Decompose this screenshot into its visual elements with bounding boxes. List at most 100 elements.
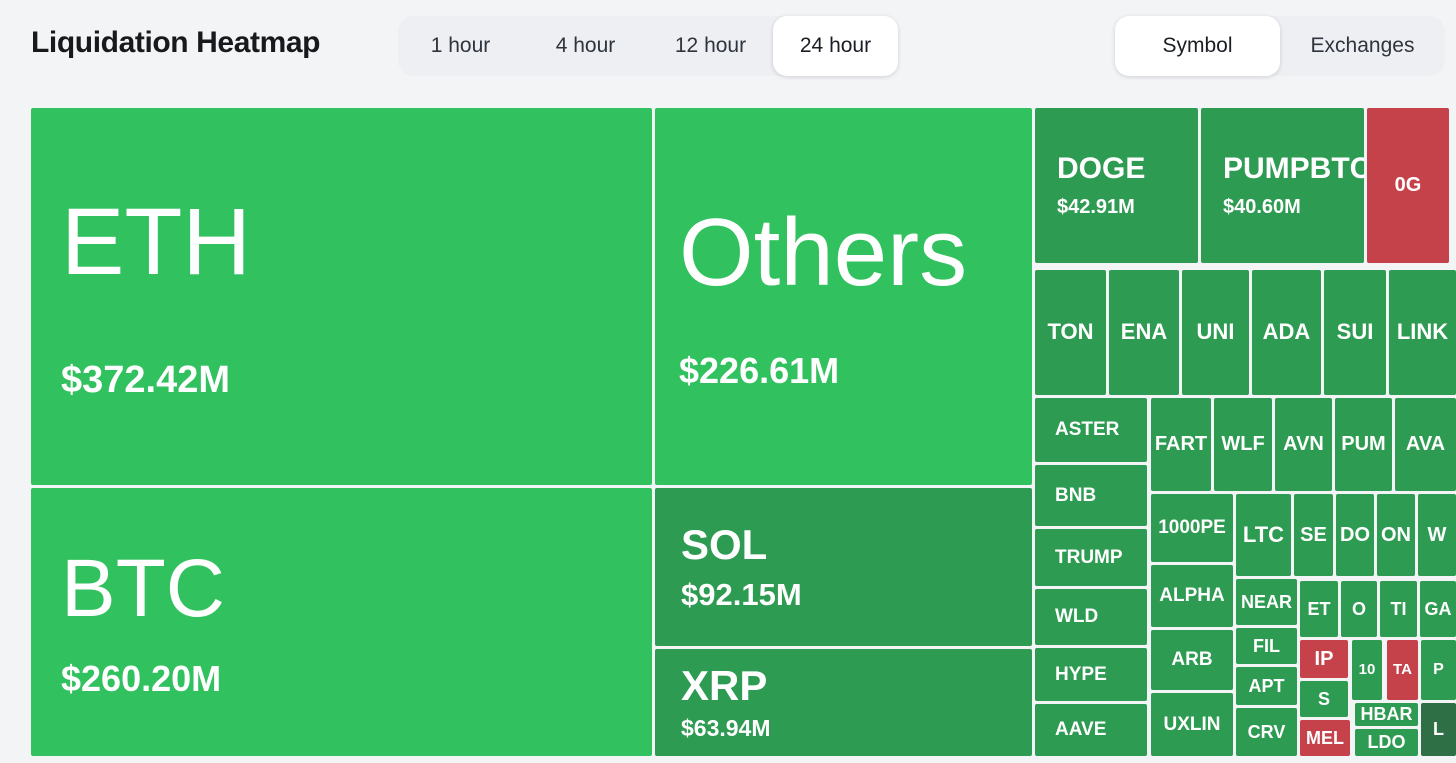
liquidation-treemap: ETH $372.42M BTC $260.20M Others $226.61M SOL $… <box>31 108 1456 756</box>
tile-symbol: TON <box>1047 319 1094 345</box>
treemap-tile-doge[interactable]: DOGE $42.91M <box>1035 108 1198 263</box>
tile-symbol: LDO <box>1367 732 1406 753</box>
tile-value: $40.60M <box>1223 195 1301 218</box>
treemap-tile-pumpbtc[interactable]: PUMPBTC $40.60M <box>1201 108 1364 263</box>
tile-symbol: S <box>1317 688 1330 709</box>
treemap-tile-eth[interactable]: ETH $372.42M <box>31 108 652 485</box>
tab-4-hour[interactable]: 4 hour <box>555 34 616 57</box>
tile-symbol: WLD <box>1055 606 1099 628</box>
treemap-tile-ga[interactable]: GA <box>1420 581 1456 637</box>
treemap-tile-wld[interactable]: WLD <box>1035 589 1147 645</box>
treemap-tile-do[interactable]: DO <box>1336 494 1374 576</box>
treemap-tile-near[interactable]: NEAR <box>1236 579 1297 625</box>
tile-symbol: ALPHA <box>1159 585 1225 607</box>
tile-symbol: HBAR <box>1360 704 1413 725</box>
treemap-tile-w[interactable]: W <box>1418 494 1456 576</box>
tab-1-hour[interactable]: 1 hour <box>430 34 491 57</box>
tile-symbol: O <box>1351 598 1366 619</box>
treemap-tile-p[interactable]: P <box>1421 640 1456 700</box>
tile-symbol: GA <box>1424 598 1452 619</box>
tile-value: $42.91M <box>1057 195 1135 218</box>
tile-symbol: SOL <box>681 520 768 568</box>
treemap-tile-et[interactable]: ET <box>1300 581 1338 637</box>
tile-symbol: ENA <box>1120 319 1168 345</box>
treemap-tile-aster[interactable]: ASTER <box>1035 398 1147 462</box>
treemap-tile-fart[interactable]: FART <box>1151 398 1211 491</box>
tile-symbol: 10 <box>1358 661 1376 679</box>
treemap-tile-aave[interactable]: AAVE <box>1035 704 1147 756</box>
tile-symbol: UNI <box>1196 319 1235 345</box>
treemap-tile-ada[interactable]: ADA <box>1252 270 1321 395</box>
tile-symbol: PUM <box>1341 433 1386 456</box>
toggle-exchanges[interactable]: Exchanges <box>1310 34 1415 57</box>
treemap-tile-crv[interactable]: CRV <box>1236 708 1297 756</box>
tile-value: $260.20M <box>61 657 222 699</box>
tile-symbol: APT <box>1248 675 1285 696</box>
treemap-tile-hbar[interactable]: HBAR <box>1355 703 1418 726</box>
tile-symbol: CRV <box>1247 721 1286 742</box>
tile-symbol: PUMPBTC <box>1223 152 1364 186</box>
treemap-tile-ip[interactable]: IP <box>1300 640 1348 678</box>
tile-symbol: ARB <box>1171 649 1213 671</box>
treemap-tile-wlf[interactable]: WLF <box>1214 398 1272 491</box>
treemap-tile-ena[interactable]: ENA <box>1109 270 1179 395</box>
treemap-tile-alpha[interactable]: ALPHA <box>1151 565 1233 627</box>
tile-symbol: SE <box>1300 523 1327 546</box>
tile-symbol: AAVE <box>1055 719 1107 741</box>
tile-symbol: FIL <box>1253 635 1280 656</box>
tile-value: $63.94M <box>681 714 771 741</box>
treemap-tile-ltc[interactable]: LTC <box>1236 494 1291 576</box>
tile-symbol: WLF <box>1221 433 1265 456</box>
treemap-tile-ava[interactable]: AVA <box>1395 398 1456 491</box>
tile-symbol: HYPE <box>1055 663 1107 685</box>
toggle-symbol[interactable]: Symbol <box>1115 16 1280 76</box>
treemap-tile-s[interactable]: S <box>1300 681 1348 717</box>
tile-symbol: FART <box>1154 433 1208 456</box>
tile-symbol: BTC <box>61 543 225 635</box>
treemap-tile-mel[interactable]: MEL <box>1300 720 1350 756</box>
tile-symbol: AVA <box>1405 433 1446 456</box>
tile-symbol: L <box>1433 719 1444 740</box>
tile-symbol: ADA <box>1262 319 1311 345</box>
treemap-tile-trump[interactable]: TRUMP <box>1035 529 1147 586</box>
treemap-tile-pum[interactable]: PUM <box>1335 398 1392 491</box>
treemap-tile-ti[interactable]: TI <box>1380 581 1417 637</box>
tile-symbol: UXLIN <box>1163 713 1221 735</box>
treemap-tile-ldo[interactable]: LDO <box>1355 729 1418 756</box>
treemap-tile-se[interactable]: SE <box>1294 494 1333 576</box>
treemap-tile-l[interactable]: L <box>1421 703 1456 756</box>
tile-symbol: TI <box>1390 598 1407 619</box>
treemap-tile-apt[interactable]: APT <box>1236 667 1297 705</box>
treemap-tile-uni[interactable]: UNI <box>1182 270 1249 395</box>
treemap-tile-ton[interactable]: TON <box>1035 270 1106 395</box>
treemap-tile-avn[interactable]: AVN <box>1275 398 1332 491</box>
treemap-tile-10[interactable]: 10 <box>1352 640 1382 700</box>
tab-24-hour[interactable]: 24 hour <box>773 16 898 76</box>
tile-symbol: AVN <box>1283 433 1324 456</box>
treemap-tile-hype[interactable]: HYPE <box>1035 648 1147 701</box>
treemap-tile-ta[interactable]: TA <box>1387 640 1418 700</box>
treemap-tile-sui[interactable]: SUI <box>1324 270 1386 395</box>
tile-symbol: TRUMP <box>1055 546 1123 568</box>
tile-symbol: DO <box>1340 523 1370 546</box>
treemap-tile-link[interactable]: LINK <box>1389 270 1456 395</box>
treemap-tile-xrp[interactable]: XRP $63.94M <box>655 649 1032 756</box>
tab-12-hour[interactable]: 12 hour <box>674 34 747 57</box>
treemap-tile-uxlin[interactable]: UXLIN <box>1151 693 1233 756</box>
treemap-tile-sol[interactable]: SOL $92.15M <box>655 488 1032 646</box>
view-toggle-group: Symbol Exchanges <box>1115 16 1445 76</box>
treemap-tile-on[interactable]: ON <box>1377 494 1415 576</box>
treemap-tile-bnb[interactable]: BNB <box>1035 465 1147 526</box>
treemap-tile-others[interactable]: Others $226.61M <box>655 108 1032 485</box>
tile-symbol: NEAR <box>1240 591 1292 612</box>
tile-symbol: IP <box>1314 647 1334 670</box>
treemap-tile-btc[interactable]: BTC $260.20M <box>31 488 652 756</box>
treemap-tile-o[interactable]: O <box>1341 581 1377 637</box>
treemap-tile-fil[interactable]: FIL <box>1236 628 1297 664</box>
treemap-tile-1000pe[interactable]: 1000PE <box>1151 494 1233 562</box>
treemap-tile-arb[interactable]: ARB <box>1151 630 1233 690</box>
page-title: Liquidation Heatmap <box>31 26 321 59</box>
tile-symbol: TA <box>1393 661 1412 679</box>
treemap-tile-0g[interactable]: 0G <box>1367 108 1449 263</box>
tile-symbol: LTC <box>1242 521 1285 547</box>
